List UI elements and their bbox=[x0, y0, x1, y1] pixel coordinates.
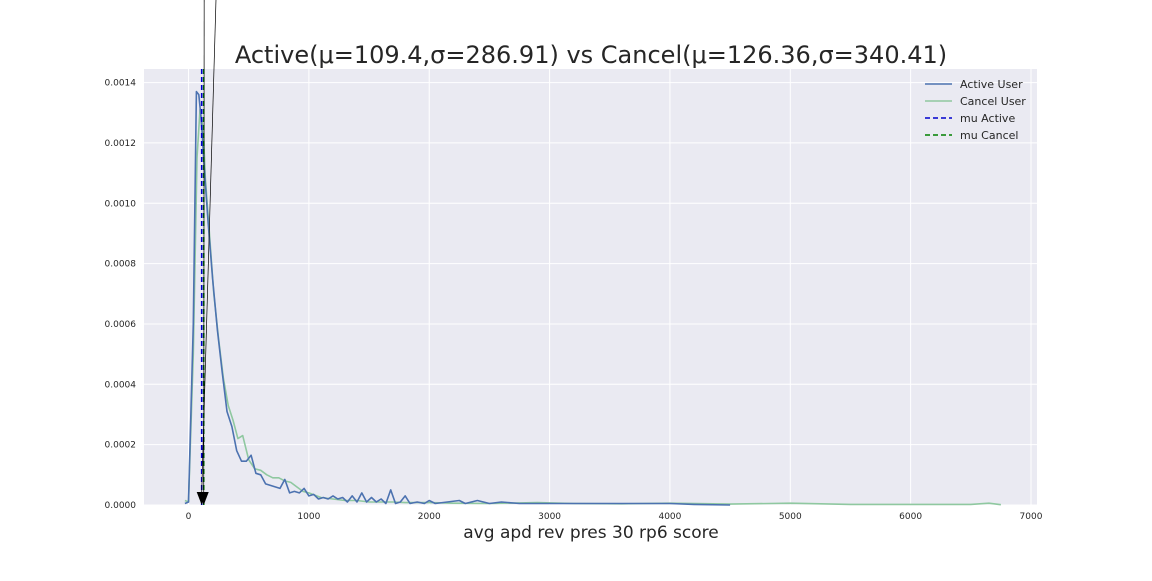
x-tick-label: 5000 bbox=[779, 512, 802, 522]
legend-label: mu Cancel bbox=[960, 129, 1018, 142]
x-tick-label: 6000 bbox=[899, 512, 922, 522]
y-ticks: 0.0000 0.0002 0.0004 0.0006 0.0008 0.0010 0.00… bbox=[105, 79, 137, 511]
x-tick-label: 3000 bbox=[538, 512, 561, 522]
y-tick-label: 0.0014 bbox=[105, 79, 137, 89]
y-tick-label: 0.0000 bbox=[105, 501, 137, 511]
chart-title: Active(μ=109.4,σ=286.91) vs Cancel(μ=126… bbox=[235, 41, 947, 69]
legend-label: Cancel User bbox=[960, 95, 1026, 108]
y-tick-label: 0.0006 bbox=[105, 320, 137, 330]
x-tick-label: 7000 bbox=[1020, 512, 1043, 522]
y-tick-label: 0.0010 bbox=[105, 199, 137, 209]
legend-label: Active User bbox=[960, 78, 1023, 91]
x-ticks: 0 1000 2000 3000 4000 5000 6000 7000 bbox=[186, 512, 1043, 522]
x-tick-label: 1000 bbox=[297, 512, 320, 522]
y-tick-label: 0.0002 bbox=[105, 441, 137, 451]
x-axis-label: avg apd rev pres 30 rp6 score bbox=[463, 523, 718, 543]
x-tick-label: 2000 bbox=[418, 512, 441, 522]
x-tick-label: 0 bbox=[186, 512, 192, 522]
legend-label: mu Active bbox=[960, 112, 1015, 125]
y-tick-label: 0.0004 bbox=[105, 380, 137, 390]
y-tick-label: 0.0012 bbox=[105, 139, 137, 149]
x-tick-label: 4000 bbox=[658, 512, 681, 522]
plot-background bbox=[144, 69, 1037, 505]
y-tick-label: 0.0008 bbox=[105, 260, 137, 270]
